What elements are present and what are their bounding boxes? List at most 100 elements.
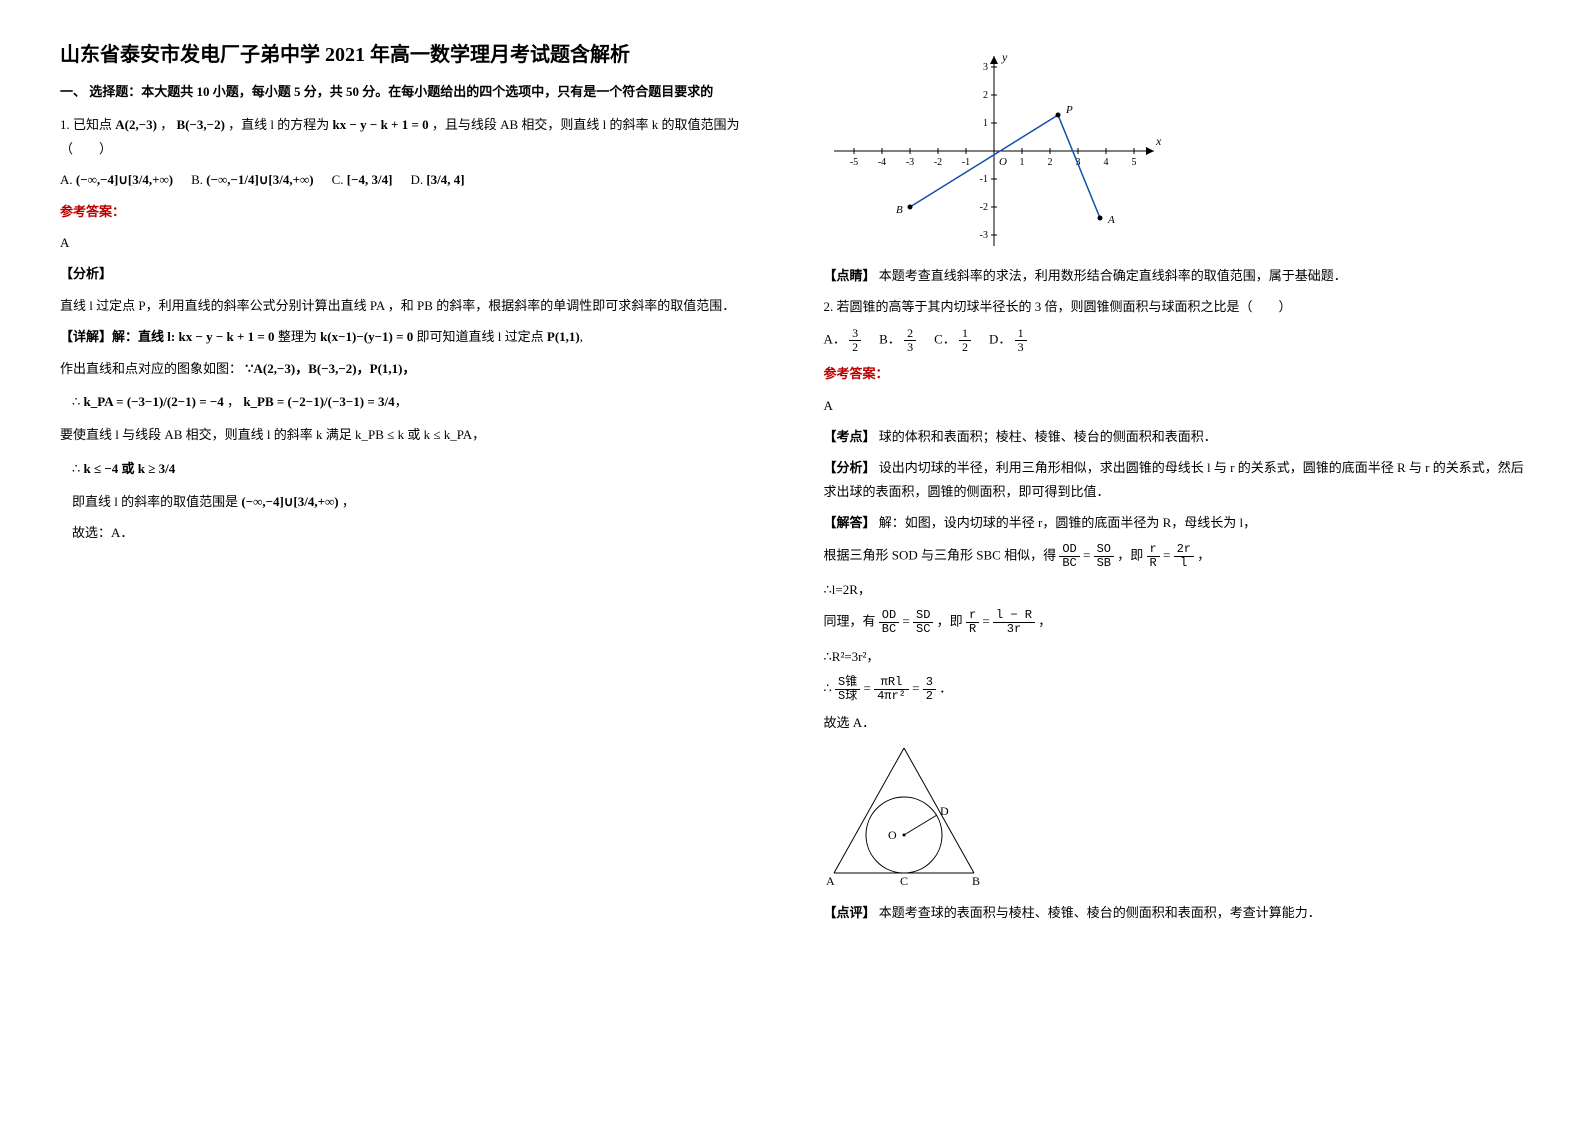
svg-text:x: x (1155, 134, 1162, 148)
q1-concl: k ≤ −4 或 k ≥ 3/4 (84, 461, 176, 476)
q2-sim1-post: ， (1197, 547, 1210, 562)
q1-final-post: ， (342, 494, 355, 509)
page: 山东省泰安市发电厂子弟中学 2021 年高一数学理月考试题含解析 一、 选择题：… (60, 40, 1527, 932)
q1-kpa-label: ∴ (72, 394, 80, 409)
q1-conclusion: ∴ k ≤ −4 或 k ≥ 3/4 (72, 457, 764, 480)
doc-title: 山东省泰安市发电厂子弟中学 2021 年高一数学理月考试题含解析 (60, 40, 764, 70)
svg-text:O: O (888, 828, 897, 842)
q2-rt-mn: πRl (874, 676, 909, 690)
svg-text:1: 1 (1019, 157, 1024, 168)
q1-final-range: (−∞,−4]∪[3/4,+∞) (241, 494, 338, 509)
q1-detail-line2: 作出直线和点对应的图象如图： ∵A(2,−3)，B(−3,−2)，P(1,1)， (60, 357, 764, 380)
q1-line-eq: kx − y − k + 1 = 0 (333, 117, 429, 132)
q2-opt-d: D． 13 (989, 327, 1027, 354)
q1-opt-c-val: [−4, 3/4] (347, 172, 393, 187)
q2-opt-c-den: 2 (959, 341, 971, 354)
svg-text:-3: -3 (905, 157, 913, 168)
q2-sol-label: 【解答】 (824, 515, 876, 530)
q2-options: A． 32 B． 23 C． 12 D． 13 (824, 327, 1528, 354)
q2-kp-text: 球的体积和表面积；棱柱、棱锥、棱台的侧面积和表面积． (879, 429, 1217, 444)
q2-sim2: 同理，有 ODBC = SDSC ，即 rR = l − R3r ， (824, 609, 1528, 636)
q1-stem-pre: 1. 已知点 (60, 117, 115, 132)
q1-opt-a-val: (−∞,−4]∪[3/4,+∞) (76, 172, 173, 187)
q2-opt-a-den: 2 (849, 341, 861, 354)
q1-detail-pts: ∵A(2,−3)，B(−3,−2)，P(1,1)， (245, 361, 415, 376)
left-column: 山东省泰安市发电厂子弟中学 2021 年高一数学理月考试题含解析 一、 选择题：… (60, 40, 764, 932)
q1-slopes: ∴ k_PA = (−3−1)/(2−1) = −4 ， k_PB = (−2−… (72, 390, 764, 413)
q2-opt-a-num: 3 (849, 327, 861, 341)
q1-stem: 1. 已知点 A(2,−3) ， B(−3,−2) ，直线 l 的方程为 kx … (60, 113, 764, 160)
svg-text:2: 2 (983, 90, 988, 101)
q2-s2-ln: OD (879, 609, 899, 623)
q1-opt-d-val: [3/4, 4] (426, 172, 464, 187)
q2-opt-c: C． 12 (934, 327, 971, 354)
q2-select: 故选 A． (824, 711, 1528, 734)
q1-detail-eq2: k(x−1)−(y−1) = 0 (320, 329, 413, 344)
right-column: x y O -5 -4 -3 -2 -1 1 2 3 4 5 (824, 40, 1528, 932)
q2-sim1: 根据三角形 SOD 与三角形 SBC 相似，得 ODBC = SOSB ，即 r… (824, 543, 1528, 570)
q2-ratio: ∴ S锥S球 = πRl4πr² = 32 ． (824, 676, 1528, 703)
svg-text:A: A (1107, 214, 1115, 226)
q2-an-text: 设出内切球的半径，利用三角形相似，求出圆锥的母线长 l 与 r 的关系式，圆锥的… (824, 460, 1524, 498)
q2-s1-rn: SO (1094, 543, 1114, 557)
q1-select: 故选：A． (72, 521, 764, 544)
q2-opt-b-den: 3 (904, 341, 916, 354)
q1-detail-mid1: 整理为 (278, 329, 317, 344)
q2-an: 【分析】 设出内切球的半径，利用三角形相似，求出圆锥的母线长 l 与 r 的关系… (824, 456, 1528, 503)
q1-detail-eq1: kx − y − k + 1 = 0 (178, 329, 274, 344)
q2-sol-intro-text: 解：如图，设内切球的半径 r，圆锥的底面半径为 R，母线长为 l， (879, 515, 1256, 530)
q1-coord-graph: x y O -5 -4 -3 -2 -1 1 2 3 4 5 (824, 46, 1164, 256)
q2-stem: 2. 若圆锥的高等于其内切球半径长的 3 倍，则圆锥侧面积与球面积之比是（ ） (824, 295, 1528, 318)
q2-sim1-mid: ，即 (1117, 547, 1143, 562)
q2-opt-d-den: 3 (1015, 341, 1027, 354)
q1-opt-b: B. (−∞,−1/4]∪[3/4,+∞) (191, 168, 314, 191)
q2-opt-a: A． 32 (824, 327, 862, 354)
q1-concl-pre: ∴ (72, 461, 80, 476)
q1-opt-c-pre: C. (332, 172, 344, 187)
q1-final-pre: 即直线 l 的斜率的取值范围是 (72, 494, 238, 509)
q1-opt-a: A. (−∞,−4]∪[3/4,+∞) (60, 168, 173, 191)
q1-comment-label: 【点睛】 (824, 268, 876, 283)
svg-text:C: C (900, 874, 908, 888)
q1-opt-d: D. [3/4, 4] (410, 168, 464, 191)
svg-text:5: 5 (1131, 157, 1136, 168)
q2-ratio-pre: ∴ (824, 681, 832, 696)
q2-s2-r1d: R (966, 623, 979, 636)
q1-opt-b-pre: B. (191, 172, 203, 187)
q1-detail-label: 【详解】解：直线 (60, 329, 164, 344)
q2-review-label: 【点评】 (824, 905, 876, 920)
q1-answer-label: 参考答案： (60, 200, 764, 223)
q1-detail-line1: 【详解】解：直线 l: kx − y − k + 1 = 0 整理为 k(x−1… (60, 325, 764, 348)
q2-s2-r2d: 3r (993, 623, 1035, 636)
q1-detail-line2a: 作出直线和点对应的图象如图： (60, 361, 242, 376)
q2-answer: A (824, 394, 1528, 417)
q2-sim1-pre: 根据三角形 SOD 与三角形 SBC 相似，得 (824, 547, 1057, 562)
svg-text:3: 3 (983, 62, 988, 73)
svg-text:-1: -1 (961, 157, 969, 168)
q2-sim1-eq: = (1083, 547, 1090, 562)
q2-kp: 【考点】 球的体积和表面积；棱柱、棱锥、棱台的侧面积和表面积． (824, 425, 1528, 448)
q2-s1-ln: OD (1059, 543, 1079, 557)
q1-analysis-label: 【分析】 (60, 262, 764, 285)
q1-answer: A (60, 231, 764, 254)
section-1-header: 一、 选择题：本大题共 10 小题，每小题 5 分，共 50 分。在每小题给出的… (60, 80, 764, 103)
q1-sep1: ， (160, 117, 173, 132)
svg-text:B: B (972, 874, 980, 888)
q1-stem-mid: ，直线 l 的方程为 (228, 117, 332, 132)
q2-review: 【点评】 本题考查球的表面积与棱柱、棱锥、棱台的侧面积和表面积，考查计算能力． (824, 901, 1528, 924)
q1-analysis: 直线 l 过定点 P，利用直线的斜率公式分别计算出直线 PA ，和 PB 的斜率… (60, 294, 764, 317)
svg-text:2: 2 (1047, 157, 1052, 168)
q1-comment-text: 本题考查直线斜率的求法，利用数形结合确定直线斜率的取值范围，属于基础题． (879, 268, 1347, 283)
q1-comment: 【点睛】 本题考查直线斜率的求法，利用数形结合确定直线斜率的取值范围，属于基础题… (824, 264, 1528, 287)
q1-opt-b-val: (−∞,−1/4]∪[3/4,+∞) (206, 172, 313, 187)
q1-detail-l: l: (167, 329, 175, 344)
q1-cond-line: 要使直线 l 与线段 AB 相交，则直线 l 的斜率 k 满足 k_PB ≤ k… (60, 423, 764, 446)
q2-s1-r2n: 2r (1174, 543, 1194, 557)
q2-opt-c-num: 1 (959, 327, 971, 341)
svg-text:-4: -4 (877, 157, 885, 168)
q2-s2-rd: SC (913, 623, 933, 636)
q1-final: 即直线 l 的斜率的取值范围是 (−∞,−4]∪[3/4,+∞) ， (72, 490, 764, 513)
q1-point-b: B(−3,−2) (177, 117, 225, 132)
svg-text:-2: -2 (979, 202, 987, 213)
svg-text:-3: -3 (979, 230, 987, 241)
